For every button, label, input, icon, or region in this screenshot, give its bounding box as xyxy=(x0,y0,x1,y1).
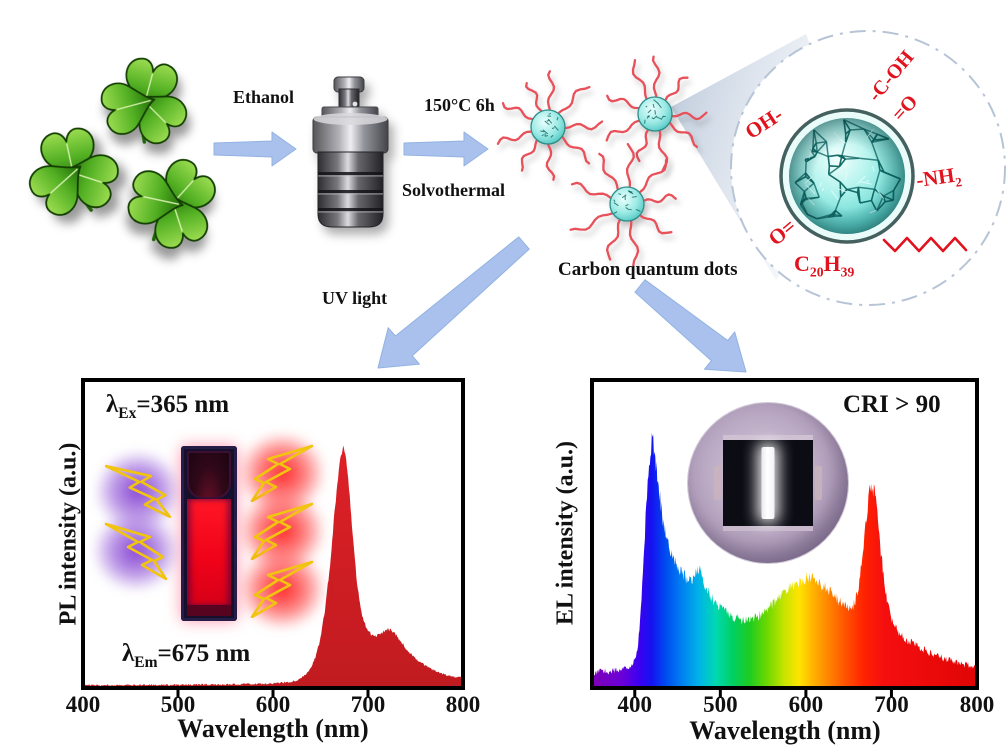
condition-label: 150°C 6h xyxy=(424,95,495,115)
carbon-quantum-dot xyxy=(569,142,677,267)
x-tick-label: 400 xyxy=(65,692,101,717)
amine-group-label: -NH2 xyxy=(914,162,963,193)
x-tick-label: 700 xyxy=(350,692,386,717)
el-x-axis-label: Wavelength (nm) xyxy=(689,716,881,745)
solvothermal-label: Solvothermal xyxy=(402,180,505,200)
cri-label: CRI > 90 xyxy=(843,391,941,418)
ethanol-label: Ethanol xyxy=(233,87,295,107)
carbon-quantum-dot xyxy=(605,55,708,173)
process-arrow xyxy=(634,279,747,373)
clover-leaf xyxy=(127,158,216,249)
clover-leaf xyxy=(28,127,119,216)
x-tick-label: 800 xyxy=(959,692,995,717)
x-tick-label: 700 xyxy=(874,692,909,717)
led-device-photo xyxy=(688,403,848,563)
clover-leaf xyxy=(100,57,188,145)
uv-bolt-icon xyxy=(91,447,185,535)
x-tick-label: 600 xyxy=(788,692,824,717)
lightning-bolt-glyph xyxy=(104,464,172,519)
alkyl-chain-zigzag xyxy=(882,236,968,253)
cuvette-base xyxy=(187,605,231,616)
cuvette-red-emission xyxy=(187,499,231,606)
el-spectrum-plot xyxy=(590,378,979,698)
led-emitting-strip xyxy=(761,447,775,519)
x-tick-label: 800 xyxy=(445,692,481,717)
x-tick-label: 600 xyxy=(255,692,291,717)
process-arrow xyxy=(377,236,530,369)
carbon-quantum-dot xyxy=(496,70,604,181)
uv-light-label: UV light xyxy=(322,288,388,308)
x-tick-label: 400 xyxy=(617,692,653,717)
process-arrow xyxy=(213,131,297,167)
alkyl-formula-label: C20H39 xyxy=(794,251,855,280)
excitation-wavelength-label: λEx=365 nm xyxy=(106,391,230,422)
lightning-bolt-glyph xyxy=(104,522,168,580)
plot-frame xyxy=(590,378,979,690)
uv-bolt-icon xyxy=(92,510,180,592)
emission-wavelength-label: λEm=675 nm xyxy=(122,640,251,671)
dashed-zoom-circle xyxy=(730,30,1006,306)
pl-x-axis-label: Wavelength (nm) xyxy=(177,714,369,743)
autoclave-reactor xyxy=(312,76,389,228)
pl-spectrum-plot xyxy=(81,378,465,698)
carbon-quantum-dots-label: Carbon quantum dots xyxy=(558,259,738,280)
pl-y-axis-label: PL intensity (a.u.) xyxy=(55,442,82,626)
red-emission-bolt-icon xyxy=(238,548,326,630)
process-arrow xyxy=(403,131,489,167)
el-y-axis-label: EL intensity (a.u.) xyxy=(552,440,579,626)
led-clip-left xyxy=(714,466,721,500)
cuvette-headspace xyxy=(187,451,231,499)
carbon-core-sphere xyxy=(779,108,915,244)
x-tick-label: 500 xyxy=(703,692,738,717)
cuvette-photo xyxy=(181,446,237,621)
x-tick-label: 500 xyxy=(160,692,196,717)
lightning-bolt-glyph xyxy=(250,560,314,618)
led-window xyxy=(714,435,822,531)
led-clip-right xyxy=(815,466,822,500)
el-spectrum-curve xyxy=(592,432,977,687)
